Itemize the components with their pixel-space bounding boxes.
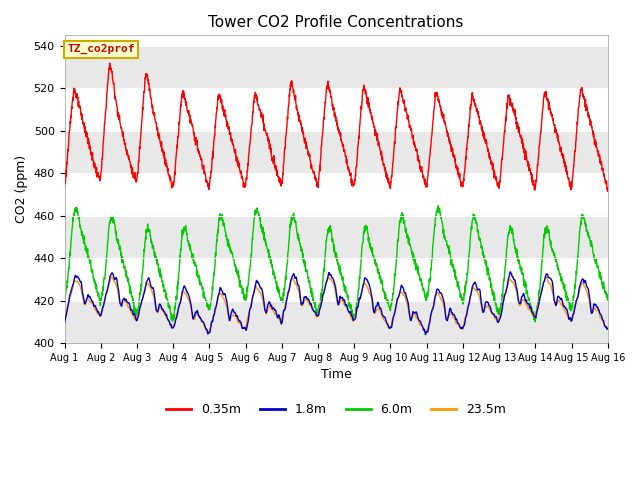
Bar xyxy=(65,216,608,258)
Bar xyxy=(65,131,608,173)
Y-axis label: CO2 (ppm): CO2 (ppm) xyxy=(15,155,28,223)
Text: TZ_co2prof: TZ_co2prof xyxy=(67,44,135,54)
Bar xyxy=(65,300,608,343)
X-axis label: Time: Time xyxy=(321,368,351,381)
Legend: 0.35m, 1.8m, 6.0m, 23.5m: 0.35m, 1.8m, 6.0m, 23.5m xyxy=(161,398,511,421)
Bar xyxy=(65,46,608,88)
Title: Tower CO2 Profile Concentrations: Tower CO2 Profile Concentrations xyxy=(209,15,464,30)
